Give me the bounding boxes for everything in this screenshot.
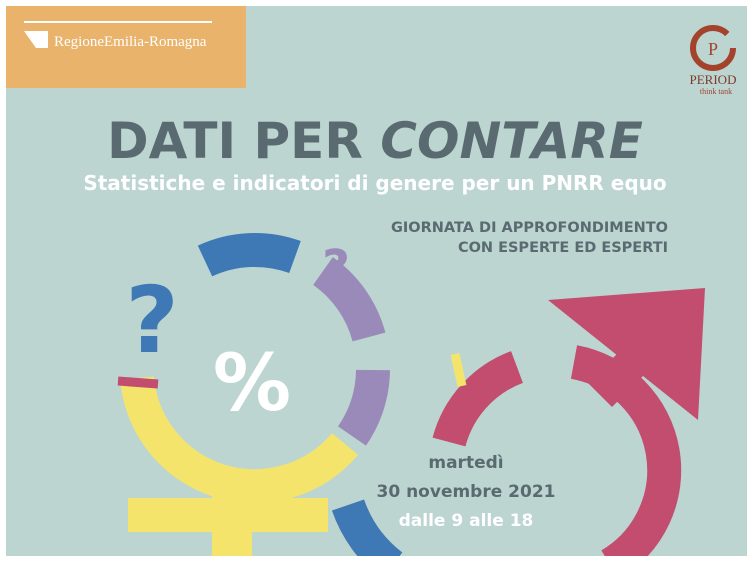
red-dash [118, 381, 158, 384]
poster: RegioneEmilia-Romagna P PERIOD think tan… [0, 0, 753, 562]
period-tagline: think tank [700, 87, 732, 96]
question-purple: ? [322, 240, 350, 296]
percent: % [213, 339, 291, 429]
event-line1: GIORNATA DI APPROFONDIMENTO [391, 220, 668, 236]
period-name: PERIOD [690, 72, 737, 87]
ring-blue [205, 250, 295, 261]
title-part2: CONTARE [380, 112, 643, 170]
question-blue: ? [125, 267, 178, 374]
title-part1: DATI PER [107, 112, 363, 170]
date-time: dalle 9 alle 18 [399, 511, 534, 531]
logo-text: RegioneEmilia-Romagna [54, 34, 207, 50]
title: DATI PER CONTARE [107, 112, 643, 170]
cross-horizontal [128, 498, 328, 532]
page: {"logo_left": {"text": "RegioneEmilia-Ro… [0, 0, 753, 562]
period-initial: P [708, 39, 718, 59]
date-weekday: martedì [428, 453, 503, 473]
event-line2: CON ESPERTE ED ESPERTI [458, 240, 668, 256]
date-day: 30 novembre 2021 [377, 482, 556, 502]
subtitle: Statistiche e indicatori di genere per u… [83, 171, 666, 195]
background [6, 6, 747, 556]
